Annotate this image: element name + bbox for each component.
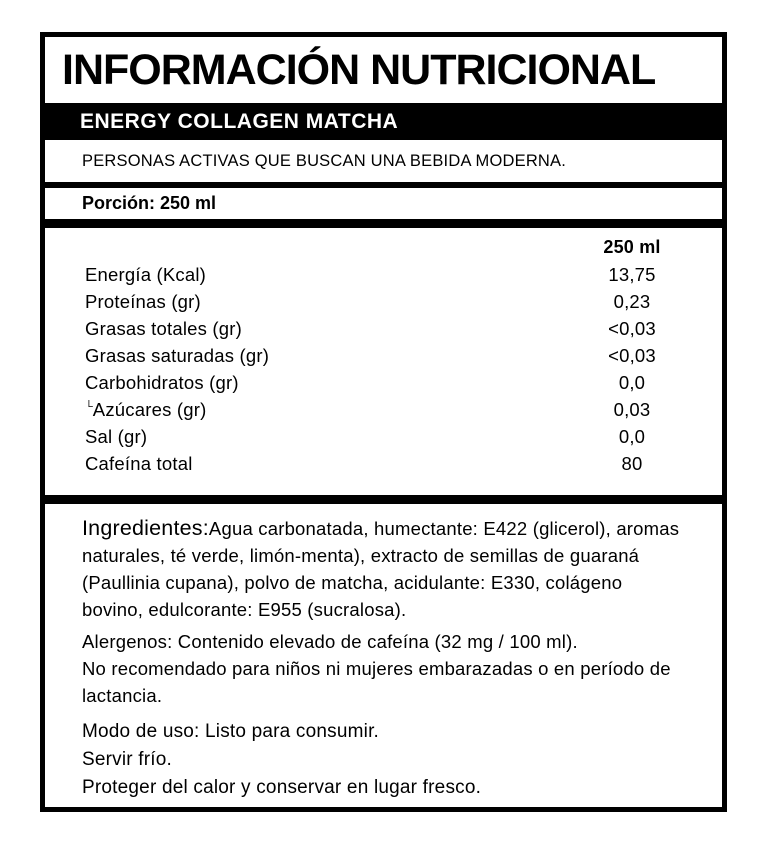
table-row-grasas-totales: Grasas totales (gr) <0,03 (45, 315, 722, 342)
ingredients-heading: Ingredientes: (82, 516, 209, 540)
nutrition-table: 250 ml Energía (Kcal) 13,75 Proteínas (g… (45, 228, 722, 504)
nutrient-label: Carbohidratos (gr) (85, 371, 239, 393)
nutrient-value: 0,23 (613, 290, 651, 312)
table-row-proteinas: Proteínas (gr) 0,23 (45, 288, 722, 315)
allergens-line2: No recomendado para niños ni mujeres emb… (82, 658, 671, 706)
nutrient-value: <0,03 (608, 344, 656, 366)
tagline-section: PERSONAS ACTIVAS QUE BUSCAN UNA BEBIDA M… (45, 140, 722, 188)
nutrient-value: 0,0 (618, 425, 646, 447)
nutrient-label: Sal (gr) (85, 425, 148, 447)
nutrient-label: Energía (Kcal) (85, 263, 207, 285)
nutrition-label: INFORMACIÓN NUTRICIONAL ENERGY COLLAGEN … (40, 32, 727, 812)
info-text-section: Ingredientes:Agua carbonatada, humectant… (45, 504, 722, 802)
nutrient-label: Cafeína total (85, 452, 193, 474)
portion-section: Porción: 250 ml (45, 188, 722, 228)
usage-paragraph: Modo de uso: Listo para consumir. Servir… (82, 718, 682, 802)
table-row-energia: Energía (Kcal) 13,75 (45, 261, 722, 288)
page-title: INFORMACIÓN NUTRICIONAL (62, 45, 656, 94)
usage-line3: Proteger del calor y conservar en lugar … (82, 777, 482, 798)
portion-text: Porción: 250 ml (82, 193, 217, 213)
nutrient-value: 80 (621, 452, 643, 474)
table-row-sal: Sal (gr) 0,0 (45, 423, 722, 450)
usage-line1: Modo de uso: Listo para consumir. (82, 721, 380, 742)
tagline-text: PERSONAS ACTIVAS QUE BUSCAN UNA BEBIDA M… (82, 151, 567, 170)
column-header: 250 ml (603, 237, 661, 257)
ingredients-text: Agua carbonatada, humectante: E422 (glic… (82, 518, 680, 620)
product-name-bar: ENERGY COLLAGEN MATCHA (45, 103, 722, 140)
nutrient-label: Grasas totales (gr) (85, 317, 242, 339)
product-name: ENERGY COLLAGEN MATCHA (80, 109, 399, 133)
nutrient-label: Grasas saturadas (gr) (85, 344, 270, 366)
usage-line2: Servir frío. (82, 749, 173, 770)
title-section: INFORMACIÓN NUTRICIONAL (45, 37, 722, 103)
nutrient-label: Proteínas (gr) (85, 290, 201, 312)
nutrient-label: Azúcares (gr) (92, 398, 207, 420)
allergens-paragraph: Alergenos: Contenido elevado de cafeína … (82, 628, 682, 709)
table-row-azucares: └Azúcares (gr) 0,03 (45, 396, 722, 423)
allergens-line1: Alergenos: Contenido elevado de cafeína … (82, 631, 578, 652)
table-header-row: 250 ml (45, 234, 722, 261)
table-row-grasas-saturadas: Grasas saturadas (gr) <0,03 (45, 342, 722, 369)
sub-item-marker: └ (85, 400, 93, 413)
nutrient-value: 13,75 (608, 263, 656, 285)
table-row-carbohidratos: Carbohidratos (gr) 0,0 (45, 369, 722, 396)
nutrient-value: 0,0 (618, 371, 646, 393)
ingredients-paragraph: Ingredientes:Agua carbonatada, humectant… (82, 515, 682, 623)
table-row-cafeina: Cafeína total 80 (45, 450, 722, 477)
nutrient-value: 0,03 (613, 398, 651, 420)
nutrient-value: <0,03 (608, 317, 656, 339)
